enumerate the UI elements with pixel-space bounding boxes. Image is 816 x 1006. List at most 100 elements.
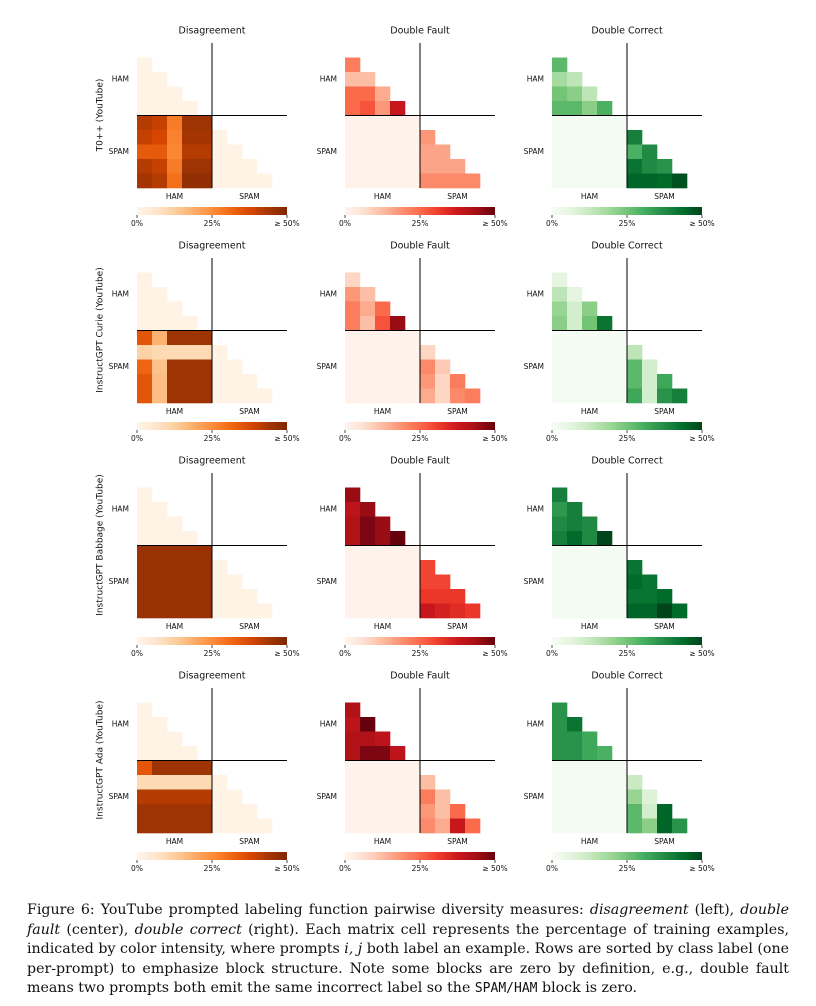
x-class-label: SPAM — [654, 622, 674, 631]
colorbar-tick-label: ≥ 50% — [482, 649, 507, 658]
heatmap-cell — [627, 130, 643, 145]
heatmap-cell — [152, 789, 168, 805]
panel-title: Double Correct — [591, 456, 663, 467]
heatmap-cell — [375, 731, 391, 747]
heatmap-cell — [345, 818, 361, 834]
heatmap-cell — [390, 359, 406, 375]
heatmap-cell — [227, 574, 243, 590]
colorbar — [345, 637, 495, 645]
colorbar-tick-label: 25% — [204, 219, 221, 228]
heatmap-cell — [152, 603, 168, 619]
heatmap-cell — [167, 359, 183, 375]
heatmap-cell — [597, 115, 613, 131]
heatmap-cell — [582, 818, 598, 834]
y-class-label: HAM — [527, 289, 544, 298]
heatmap-cell — [390, 775, 406, 790]
heatmap-cell — [390, 574, 406, 590]
heatmap-cell — [597, 144, 613, 160]
colorbar-tick-label: ≥ 50% — [482, 219, 507, 228]
heatmap-cell — [552, 731, 568, 747]
heatmap-cell — [345, 115, 361, 131]
heatmap-cell — [345, 330, 361, 346]
heatmap-cell — [567, 173, 583, 189]
x-class-label: HAM — [166, 192, 183, 201]
heatmap-cell — [567, 804, 583, 819]
heatmap-cell — [360, 72, 376, 87]
heatmap-cell — [345, 345, 361, 360]
heatmap-cell — [582, 359, 598, 375]
x-class-label: SPAM — [239, 837, 259, 846]
heatmap-cell — [552, 115, 568, 131]
heatmap-cell — [642, 789, 658, 805]
heatmap-cell — [182, 531, 198, 546]
heatmap-cell — [552, 272, 568, 288]
heatmap-cell — [197, 330, 213, 346]
heatmap-cell — [435, 789, 451, 805]
heatmap-cell — [612, 818, 628, 834]
heatmap-cell — [420, 359, 436, 375]
caption-text: (right). Each matrix cell represents the… — [27, 921, 789, 958]
heatmap-cell — [375, 388, 391, 404]
heatmap-cell — [597, 818, 613, 834]
heatmap-cell — [552, 502, 568, 517]
heatmap-cell — [360, 746, 376, 761]
heatmap-cell — [152, 144, 168, 160]
heatmap-cell — [420, 560, 436, 575]
heatmap-cell — [227, 359, 243, 375]
heatmap-cell — [627, 789, 643, 805]
heatmap-cell — [567, 760, 583, 776]
heatmap-cell — [227, 589, 243, 604]
y-class-label: HAM — [112, 504, 129, 513]
heatmap-cell — [212, 560, 228, 575]
heatmap-cell — [597, 560, 613, 575]
heatmap-cell — [197, 560, 213, 575]
heatmap-cell — [360, 359, 376, 375]
heatmap-cell — [672, 388, 688, 404]
heatmap-cell — [345, 603, 361, 619]
x-class-label: HAM — [581, 622, 598, 631]
heatmap-cell — [597, 545, 613, 561]
heatmap-cell — [137, 57, 153, 73]
heatmap-cell — [197, 789, 213, 805]
heatmap-cell — [360, 345, 376, 360]
heatmap-cell — [375, 589, 391, 604]
heatmap-cell — [390, 130, 406, 145]
y-class-label: SPAM — [317, 147, 337, 156]
heatmap-cell — [552, 487, 568, 503]
heatmap-cell — [435, 603, 451, 619]
heatmap-cell — [375, 101, 391, 116]
heatmap-cell — [612, 374, 628, 389]
heatmap-cell — [212, 359, 228, 375]
heatmap-cell — [567, 717, 583, 732]
colorbar-tick-label: 0% — [339, 649, 351, 658]
heatmap-cell — [552, 531, 568, 546]
heatmap-cell — [552, 144, 568, 160]
heatmap-cell — [642, 144, 658, 160]
heatmap-cell — [597, 589, 613, 604]
heatmap-cell — [242, 374, 258, 389]
colorbar — [552, 637, 702, 645]
heatmap-cell — [345, 301, 361, 317]
heatmap-cell — [627, 589, 643, 604]
heatmap-cell — [420, 173, 436, 189]
heatmap-cell — [465, 388, 481, 404]
heatmap-cell — [137, 516, 153, 532]
heatmap-cell — [345, 589, 361, 604]
heatmap-cell — [375, 789, 391, 805]
heatmap-cell — [612, 359, 628, 375]
panel-title: Double Fault — [390, 241, 450, 252]
heatmap-cell — [345, 86, 361, 102]
y-class-label: HAM — [112, 719, 129, 728]
heatmap-cell — [390, 746, 406, 761]
heatmap-cell — [360, 115, 376, 131]
heatmap-cell — [627, 345, 643, 360]
heatmap-cell — [567, 516, 583, 532]
heatmap-cell — [360, 603, 376, 619]
heatmap-cell — [642, 173, 658, 189]
heatmap-cell — [182, 589, 198, 604]
colorbar — [137, 852, 287, 860]
panel-title: Double Correct — [591, 671, 663, 682]
heatmap-cell — [582, 574, 598, 590]
heatmap-cell — [182, 789, 198, 805]
heatmap-cell — [137, 130, 153, 145]
